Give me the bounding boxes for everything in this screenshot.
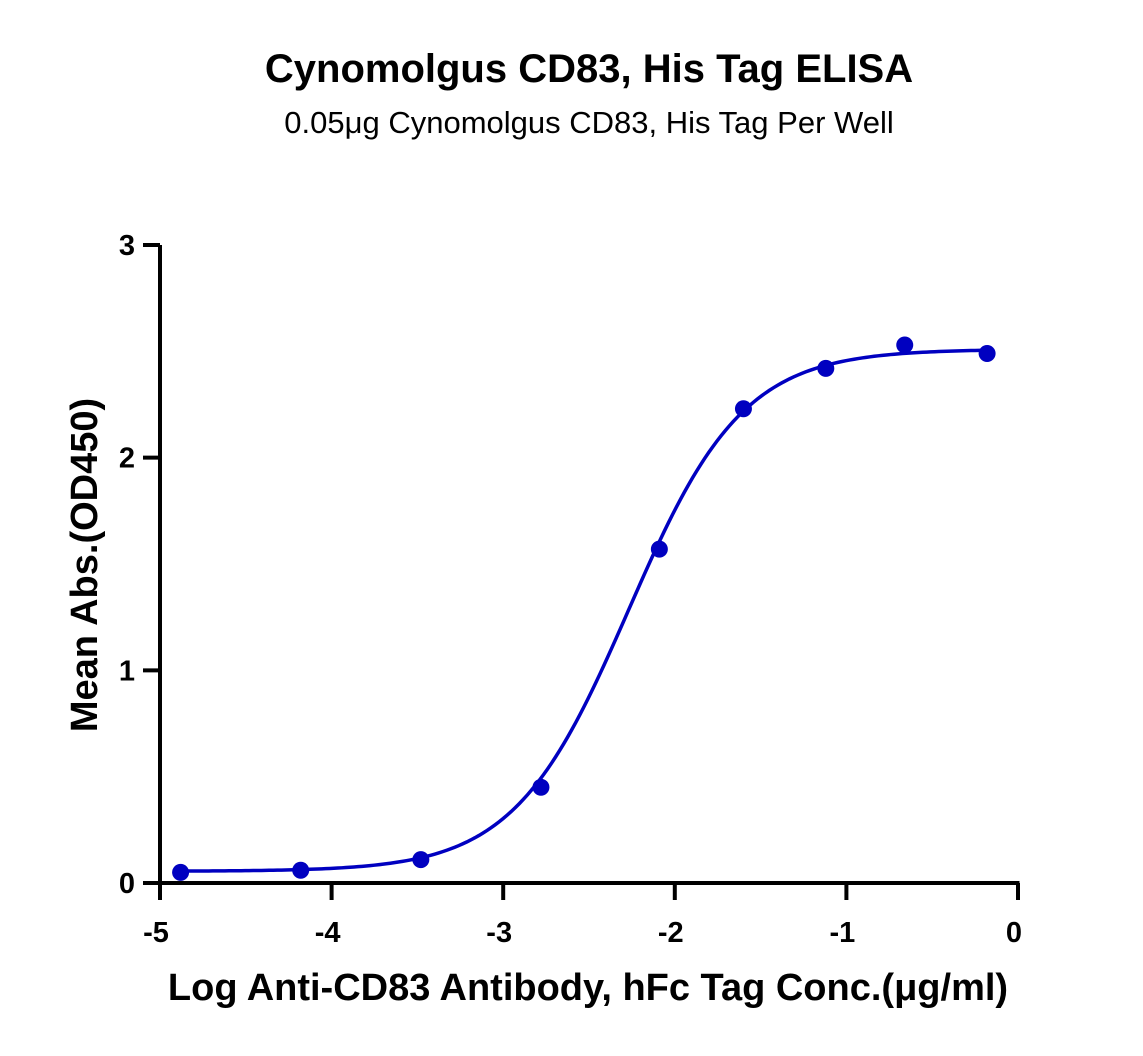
x-tick-label: -3 [486,917,512,949]
chart-subtitle: 0.05μg Cynomolgus CD83, His Tag Per Well [284,105,893,140]
data-point [896,336,914,354]
chart-title: Cynomolgus CD83, His Tag ELISA [265,47,913,91]
fit-curve [180,348,988,873]
data-point [650,540,668,558]
y-tick-label: 2 [119,443,135,475]
x-tick-label: -4 [315,917,341,949]
x-tick-label: 0 [1006,917,1022,949]
x-tick-label: -2 [658,917,684,949]
y-tick-label: 3 [119,230,135,262]
data-point [412,851,430,869]
x-tick-label: -5 [143,917,169,949]
data-point [172,863,190,881]
data-point [978,344,996,362]
fit-curve-layer [180,348,988,873]
axes: 0 1 2 3 -5 -4 -3 -2 -1 0 [119,230,1022,949]
x-axis-label: Log Anti-CD83 Antibody, hFc Tag Conc.(μg… [168,967,1008,1009]
data-point [734,400,752,418]
y-axis-label: Mean Abs.(OD450) [64,398,106,732]
data-point [817,359,835,377]
data-points-layer [172,336,996,881]
data-point [532,778,550,796]
y-tick-label: 0 [119,868,135,900]
y-tick-label: 1 [119,655,135,687]
x-tick-label: -1 [830,917,856,949]
data-point [292,861,310,879]
